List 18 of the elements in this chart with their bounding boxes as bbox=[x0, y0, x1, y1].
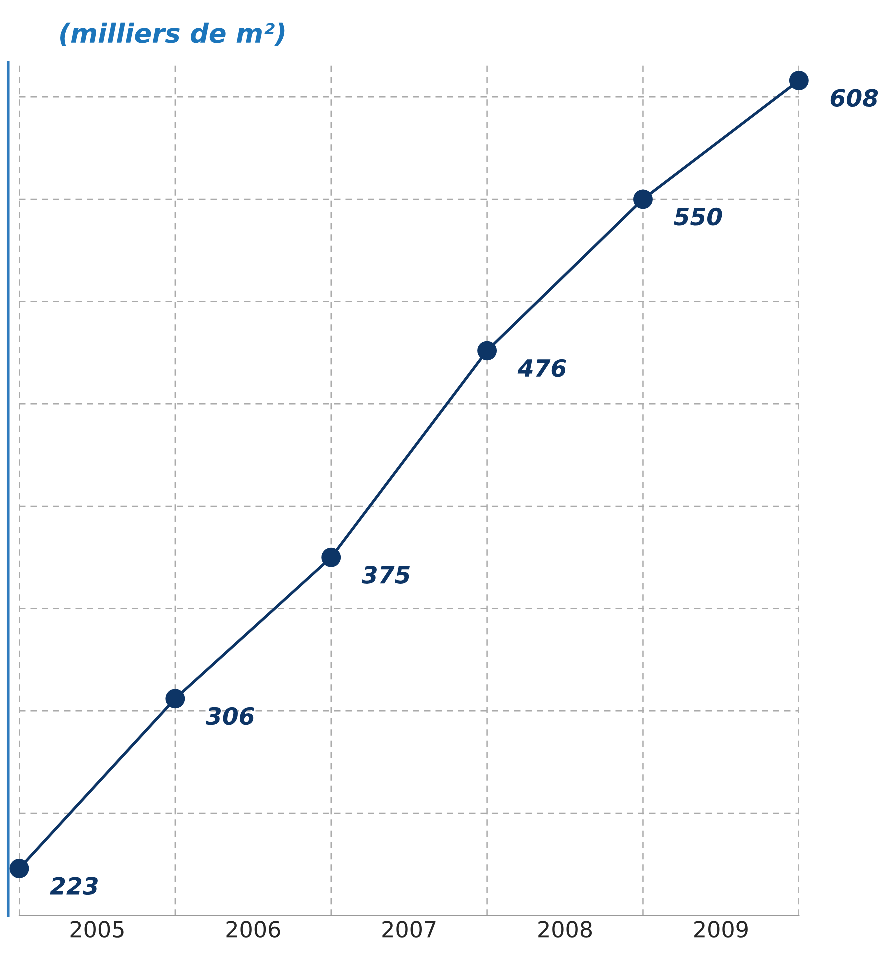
point bbox=[634, 190, 653, 210]
data-label: 375 bbox=[362, 566, 410, 584]
data-label: 223 bbox=[50, 877, 98, 896]
x-tick-label: 2005 bbox=[70, 921, 124, 938]
x-tick-label: 2009 bbox=[694, 921, 748, 938]
point bbox=[166, 689, 186, 709]
point bbox=[789, 71, 809, 90]
data-label: 306 bbox=[206, 707, 254, 726]
x-tick-label: 2008 bbox=[538, 921, 592, 938]
data-label: 476 bbox=[518, 359, 566, 378]
point bbox=[10, 859, 30, 878]
point bbox=[478, 341, 498, 361]
point bbox=[322, 548, 342, 568]
chart-title: (milliers de m²) bbox=[60, 22, 285, 46]
x-tick-label: 2007 bbox=[382, 921, 436, 938]
x-tick-label: 2006 bbox=[226, 921, 280, 938]
data-label: 550 bbox=[674, 208, 722, 226]
data-label: 608 bbox=[830, 89, 878, 108]
